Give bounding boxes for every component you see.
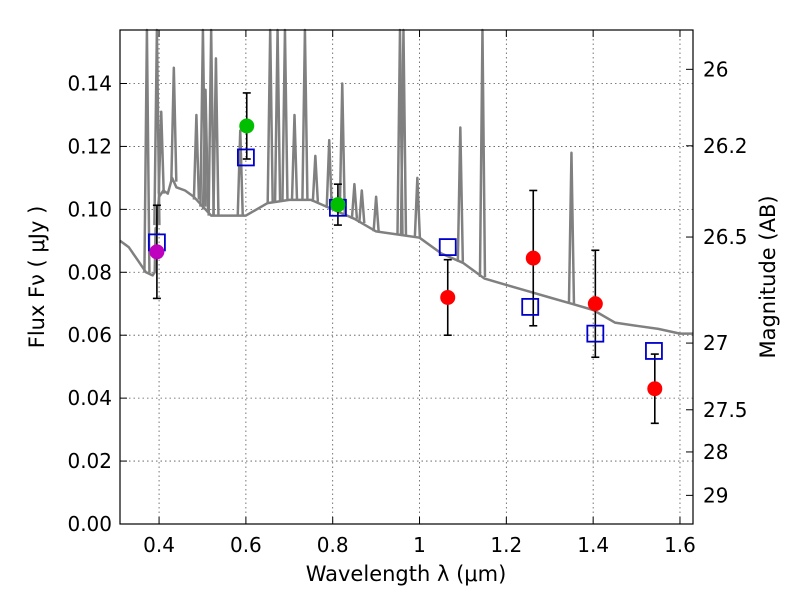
x-tick-label: 1	[413, 533, 426, 557]
emission-line-spike	[358, 189, 366, 224]
emission-line-spike	[456, 126, 465, 262]
y2-tick-labels: 26 26.2 26.5 27 27.5 28 29	[703, 57, 748, 507]
y2-tick-label: 27.5	[703, 398, 748, 422]
x-tick-label: 1.6	[664, 533, 696, 557]
x-tick-label: 0.6	[230, 533, 262, 557]
x-axis-title: Wavelength λ (μm)	[306, 562, 507, 586]
y-tick-label: 0.04	[67, 386, 112, 410]
observed-photometry-point	[587, 296, 603, 312]
x-tick-labels: 0.4 0.6 0.8 1 1.2 1.4 1.6	[143, 533, 696, 557]
y2-tick-label: 28	[703, 440, 728, 464]
observed-photometry-point	[525, 250, 541, 266]
observed-photometry-point	[330, 197, 346, 213]
emission-line-spike	[350, 182, 359, 219]
observed-photometry-point	[239, 118, 255, 134]
emission-line-spike	[325, 138, 333, 208]
emission-line-spike	[170, 66, 178, 182]
y2-tick-label: 26.5	[703, 225, 748, 249]
y2-axis-title: Magnitude (AB)	[756, 195, 780, 358]
emission-line-spike	[201, 88, 210, 210]
emission-line-spike	[236, 129, 244, 216]
y-tick-label: 0.10	[67, 197, 112, 221]
emission-line-spike	[212, 57, 220, 216]
model-photometry-square	[438, 238, 457, 257]
y2-tick-label: 26	[703, 57, 728, 81]
emission-line-spike	[311, 154, 320, 202]
model-photometry-square	[645, 342, 663, 360]
y-axis-title: Flux Fν ( μJy )	[25, 206, 49, 349]
axis-ticks	[120, 30, 693, 525]
model-photometry-square	[586, 324, 605, 343]
emission-line-spike	[413, 176, 422, 238]
emission-line-spike	[372, 195, 380, 232]
emission-line-spike	[290, 113, 299, 200]
x-tick-label: 0.8	[317, 533, 349, 557]
observed-photometry-point	[440, 289, 456, 305]
emission-line-spike	[567, 151, 576, 304]
model-photometry-square	[521, 297, 540, 316]
x-tick-label: 0.4	[143, 533, 175, 557]
emission-line-spike	[192, 113, 201, 200]
observed-photometry-point	[647, 381, 663, 397]
y-tick-label: 0.12	[67, 134, 112, 158]
y2-tick-label: 29	[703, 483, 728, 507]
y-tick-label: 0.02	[67, 449, 112, 473]
x-tick-label: 1.2	[490, 533, 522, 557]
y-tick-label: 0.06	[67, 323, 112, 347]
y-tick-label: 0.14	[67, 71, 112, 95]
y-tick-label: 0.08	[67, 260, 112, 284]
x-tick-label: 1.4	[577, 533, 609, 557]
observed-photometry-point	[149, 244, 165, 260]
model-photometry-square	[236, 148, 255, 167]
y-tick-label: 0.00	[67, 512, 112, 536]
y-tick-labels: 0.00 0.02 0.04 0.06 0.08 0.10 0.12 0.14	[67, 71, 112, 536]
y2-tick-label: 26.2	[703, 134, 748, 158]
emission-line-spike	[157, 110, 165, 194]
plot-frame	[119, 29, 694, 525]
y2-tick-label: 27	[703, 331, 728, 355]
observed-photometry	[149, 118, 663, 397]
emission-line-spike	[338, 82, 347, 214]
